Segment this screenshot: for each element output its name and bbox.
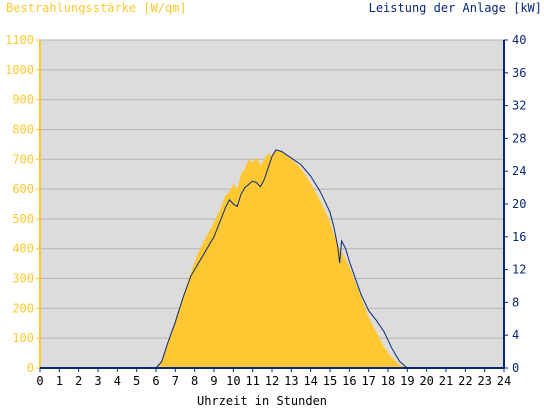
x-tick-label: 9 <box>210 374 217 388</box>
right-tick-label: 20 <box>512 197 526 211</box>
x-tick-label: 21 <box>439 374 453 388</box>
x-tick-label: 23 <box>477 374 491 388</box>
left-tick-label: 300 <box>12 272 34 286</box>
x-tick-label: 3 <box>94 374 101 388</box>
x-tick-label: 4 <box>114 374 121 388</box>
x-tick-label: 11 <box>245 374 259 388</box>
left-tick-label: 200 <box>12 301 34 315</box>
left-tick-label: 700 <box>12 152 34 166</box>
x-tick-label: 14 <box>303 374 317 388</box>
x-tick-label: 2 <box>75 374 82 388</box>
right-tick-label: 40 <box>512 33 526 47</box>
left-axis-title: Bestrahlungsstärke [W/qm] <box>6 1 187 15</box>
power-line <box>40 149 504 369</box>
x-tick-label: 15 <box>323 374 337 388</box>
x-tick-label: 19 <box>400 374 414 388</box>
left-tick-label: 100 <box>12 331 34 345</box>
right-tick-label: 24 <box>512 164 526 178</box>
x-tick-label: 0 <box>36 374 43 388</box>
left-tick-label: 800 <box>12 122 34 136</box>
left-tick-label: 900 <box>12 93 34 107</box>
x-tick-label: 1 <box>56 374 63 388</box>
right-y-tick-labels: 0 4 8 12 16 20 24 28 32 36 40 <box>504 33 526 375</box>
right-tick-label: 4 <box>512 328 519 342</box>
x-tick-label: 16 <box>342 374 356 388</box>
x-tick-label: 5 <box>133 374 140 388</box>
left-tick-label: 1100 <box>5 33 34 47</box>
left-tick-label: 600 <box>12 182 34 196</box>
left-tick-label: 1000 <box>5 63 34 77</box>
irradiance-area <box>40 150 504 368</box>
left-tick-label: 0 <box>27 361 34 375</box>
left-y-tick-labels: 0 100 200 300 400 500 600 700 800 900 1000 1100 <box>5 33 40 375</box>
right-tick-label: 28 <box>512 131 526 145</box>
x-tick-label: 12 <box>265 374 279 388</box>
x-axis-title: Uhrzeit in Stunden <box>197 394 327 408</box>
right-tick-label: 32 <box>512 99 526 113</box>
x-tick-label: 10 <box>226 374 240 388</box>
x-tick-label: 7 <box>172 374 179 388</box>
x-tick-label: 18 <box>381 374 395 388</box>
left-tick-label: 400 <box>12 242 34 256</box>
x-tick-label: 6 <box>152 374 159 388</box>
x-tick-label: 20 <box>419 374 433 388</box>
x-tick-label: 24 <box>497 374 511 388</box>
right-tick-label: 16 <box>512 230 526 244</box>
x-tick-label: 17 <box>361 374 375 388</box>
x-tick-label: 22 <box>458 374 472 388</box>
right-tick-label: 8 <box>512 295 519 309</box>
right-tick-label: 36 <box>512 66 526 80</box>
x-tick-labels: 0 1 2 3 4 5 6 7 8 9 10 11 12 13 14 15 16 17 18 19 20 21 22 23 24 <box>36 368 511 388</box>
right-tick-label: 0 <box>512 361 519 375</box>
left-tick-label: 500 <box>12 212 34 226</box>
right-tick-label: 12 <box>512 263 526 277</box>
right-axis-title: Leistung der Anlage [kW] <box>369 1 542 15</box>
x-tick-label: 8 <box>191 374 198 388</box>
x-tick-label: 13 <box>284 374 298 388</box>
